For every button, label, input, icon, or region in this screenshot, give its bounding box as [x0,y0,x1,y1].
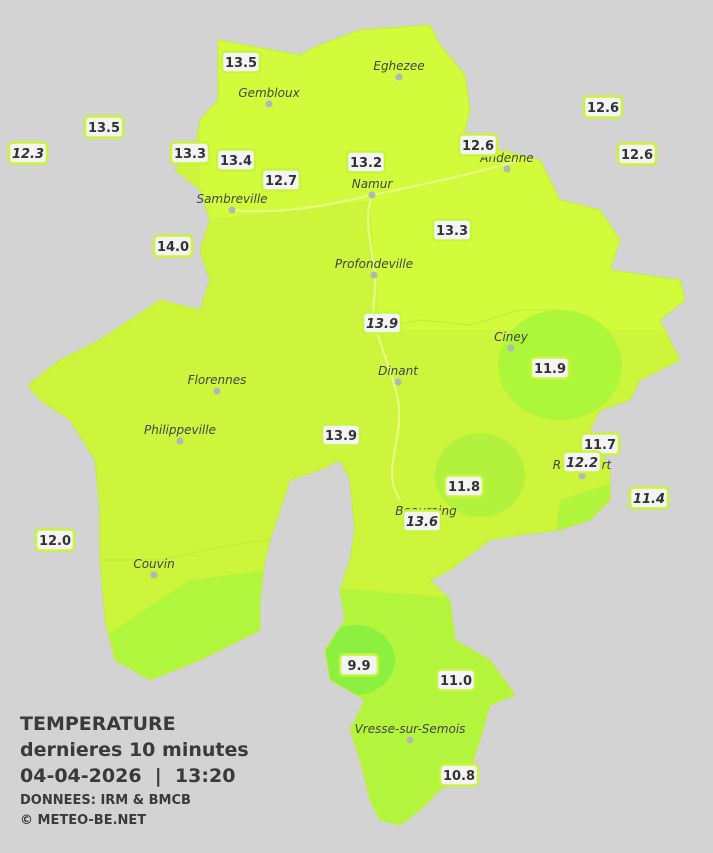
station-badge [616,142,658,166]
city-label: Couvin [133,557,174,571]
city-dot [503,165,511,173]
station-value: 12.6 [587,101,619,116]
city-label: Philippeville [144,423,216,437]
city-dot [213,387,221,395]
station-value: 13.5 [225,56,257,71]
station-value: 13.9 [325,429,357,444]
station-badge [582,95,624,119]
station-badge [435,668,477,692]
station-badge [561,450,603,474]
city-dot [176,437,184,445]
city-label: Ciney [494,330,529,344]
station-value: 13.3 [436,224,468,239]
station-badge [7,141,49,165]
city-dot [395,73,403,81]
copyright: © METEO-BE.NET [20,813,146,828]
station-badge [628,486,670,510]
city-label: Florennes [188,373,247,387]
station-value: 11.8 [448,480,480,495]
station-value: 13.9 [366,317,398,332]
city-dot [265,100,273,108]
station-value: 13.4 [220,154,252,169]
station-value: 11.7 [584,438,616,453]
station-badge [443,474,485,498]
station-value: 10.8 [443,769,475,784]
city-dot [406,736,414,744]
city-label: Namur [352,177,394,191]
city-label: Profondeville [335,257,413,271]
station-badge [34,528,76,552]
station-value: 13.5 [88,121,120,136]
station-value: 11.4 [633,492,665,507]
source: DONNEES: IRM & BMCB [20,793,191,808]
station-value: 13.2 [350,156,382,171]
station-badge [345,150,387,174]
city-dot [370,271,378,279]
station-badge [457,133,499,157]
city-label: Vresse-sur-Semois [355,722,466,736]
station-value: 12.7 [265,174,297,189]
city-dot [578,472,586,480]
station-value: 11.0 [440,674,472,689]
station-value: 14.0 [157,240,189,255]
station-value: 9.9 [347,659,370,674]
station-badge [215,148,257,172]
station-value: 13.3 [174,147,206,162]
station-badge [260,168,302,192]
title-line: dernieres 10 minutes [20,739,249,761]
city-label: Gembloux [238,86,300,100]
city-dot [507,344,515,352]
station-badge [320,423,362,447]
city-dot [368,191,376,199]
city-dot [150,571,158,579]
station-value: 13.6 [406,515,438,530]
station-badge [83,115,125,139]
cities: EghezeeGemblouxAndenneNamurSambrevillePr… [133,59,613,744]
station-value: 12.0 [39,534,71,549]
station-badge [361,311,403,335]
station-value: 12.2 [566,456,598,471]
station-value: 12.3 [12,147,44,162]
title-line: TEMPERATURE [20,713,176,735]
station-badge [152,234,194,258]
station-value: 11.9 [534,362,566,377]
station-badge [438,763,480,787]
city-dot [228,206,236,214]
station-value: 12.6 [462,139,494,154]
city-dot [394,378,402,386]
title-line: 04-04-2026 | 13:20 [20,765,235,787]
city-label: Dinant [378,364,419,378]
city-label: Eghezee [373,59,424,73]
station-badge [401,509,443,533]
station-badge [431,218,473,242]
station-badge [169,141,211,165]
station-badge [529,356,571,380]
station-badge [338,653,380,677]
city-label: Sambreville [196,192,267,206]
station-value: 12.6 [621,148,653,163]
station-badge [220,50,262,74]
stations: 13.5 13.5 12.3 13.3 13.4 12.7 13.2 12.6 12.6 12.6… [7,50,670,787]
